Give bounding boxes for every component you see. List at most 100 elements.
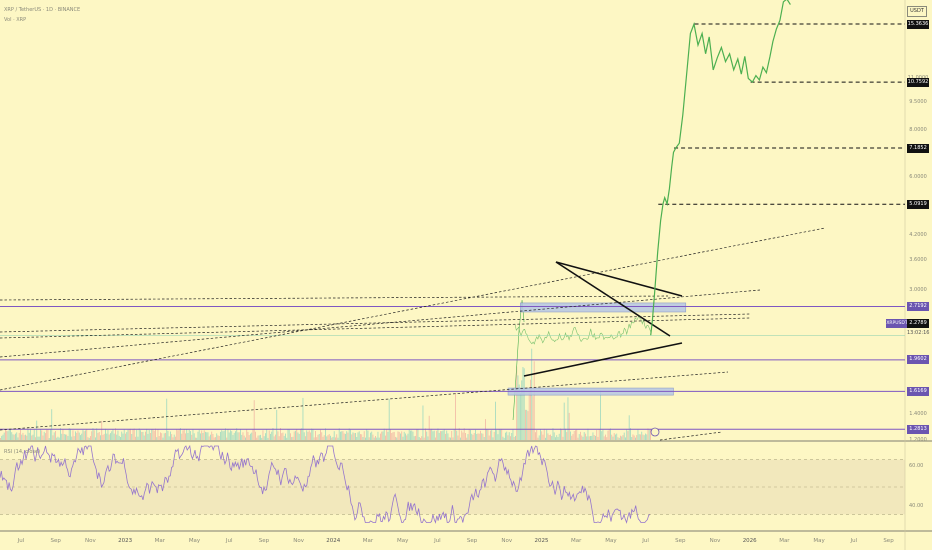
- volume-bar: [66, 434, 68, 440]
- volume-bar: [120, 437, 121, 440]
- volume-bar: [78, 432, 80, 440]
- volume-bar: [195, 437, 196, 440]
- volume-bar: [408, 429, 410, 440]
- volume-bar: [175, 436, 176, 440]
- volume-bar: [281, 433, 283, 440]
- volume-bar: [650, 429, 651, 440]
- volume-bar: [338, 428, 340, 440]
- volume-bar: [260, 434, 261, 440]
- volume-bar: [342, 431, 344, 440]
- volume-bar: [385, 435, 386, 440]
- triangle-trendline: [555, 261, 671, 337]
- volume-bar: [90, 436, 91, 440]
- volume-bar: [566, 432, 568, 440]
- time-axis-label: 2023: [118, 538, 133, 544]
- volume-bar: [456, 430, 458, 440]
- volume-bar: [98, 432, 100, 440]
- volume-bar: [271, 431, 273, 440]
- volume-bar: [391, 433, 393, 440]
- volume-bar: [112, 429, 114, 440]
- time-axis-label: 2024: [326, 538, 341, 544]
- volume-bar: [246, 429, 248, 440]
- volume-bar: [491, 430, 493, 440]
- volume-bar: [472, 434, 474, 440]
- volume-bar: [278, 436, 280, 440]
- volume-label: Vol · XRP: [4, 17, 27, 23]
- volume-bar: [411, 430, 413, 440]
- volume-bar: [590, 436, 591, 440]
- volume-bar: [361, 434, 363, 440]
- volume-bar: [365, 437, 366, 440]
- volume-bar: [225, 428, 226, 440]
- volume-bar: [71, 436, 73, 440]
- volume-bar: [171, 434, 173, 440]
- volume-bar: [552, 428, 554, 440]
- volume-bar: [268, 430, 270, 440]
- volume-bar: [130, 428, 131, 440]
- volume-bar: [227, 429, 229, 440]
- volume-bar: [376, 437, 378, 440]
- volume-bar: [228, 432, 230, 440]
- price-level-tag: 1.2813: [907, 424, 929, 434]
- volume-bar: [245, 437, 246, 440]
- volume-bar: [187, 433, 189, 440]
- volume-bar: [397, 431, 399, 440]
- volume-bar: [290, 433, 291, 440]
- volume-bar: [127, 429, 129, 440]
- volume-bar: [466, 437, 468, 440]
- volume-bar: [316, 437, 318, 440]
- time-axis-label: May: [813, 538, 825, 544]
- volume-bar: [618, 437, 620, 440]
- volume-bar: [307, 431, 309, 440]
- volume-bar: [231, 431, 233, 440]
- volume-bar: [140, 430, 141, 440]
- volume-bar: [216, 433, 218, 440]
- volume-bar: [100, 435, 101, 440]
- volume-bar: [390, 429, 391, 440]
- volume-bar: [402, 436, 404, 440]
- currency-unit-button[interactable]: USDT: [907, 6, 927, 17]
- volume-bar: [350, 429, 351, 440]
- volume-bar: [65, 434, 66, 440]
- volume-bar: [535, 432, 536, 440]
- volume-bar: [86, 429, 88, 440]
- volume-bar: [632, 434, 634, 440]
- volume-bar: [58, 437, 60, 440]
- volume-bar: [403, 431, 405, 440]
- volume-bar: [548, 435, 550, 440]
- volume-bar: [545, 437, 546, 440]
- volume-bar: [222, 431, 224, 440]
- channel-trendline: [0, 371, 729, 431]
- volume-bar: [93, 430, 95, 440]
- volume-bar: [596, 430, 598, 440]
- volume-bar: [1, 435, 3, 440]
- volume-bar: [261, 437, 263, 440]
- volume-bar: [212, 434, 214, 440]
- volume-bar: [213, 437, 215, 440]
- volume-bar: [540, 429, 541, 440]
- volume-bar: [148, 430, 150, 440]
- volume-bar: [151, 429, 153, 440]
- volume-bar: [410, 430, 411, 440]
- volume-bar: [340, 431, 341, 440]
- volume-bar: [576, 429, 578, 440]
- volume-bar: [5, 429, 6, 440]
- price-level-tag: 1.9602: [907, 355, 929, 365]
- volume-bar: [451, 431, 453, 440]
- volume-bar: [13, 434, 15, 440]
- volume-bar: [423, 437, 425, 440]
- volume-bar: [146, 428, 148, 440]
- volume-bar: [20, 428, 21, 440]
- volume-bar: [56, 437, 58, 440]
- volume-bar: [343, 433, 345, 440]
- volume-bar: [178, 428, 180, 440]
- time-axis-label: 2026: [742, 538, 757, 544]
- volume-bar: [520, 393, 521, 440]
- volume-bar: [315, 431, 316, 440]
- volume-bar: [95, 437, 96, 440]
- volume-bar: [63, 434, 65, 440]
- volume-bar: [482, 433, 484, 440]
